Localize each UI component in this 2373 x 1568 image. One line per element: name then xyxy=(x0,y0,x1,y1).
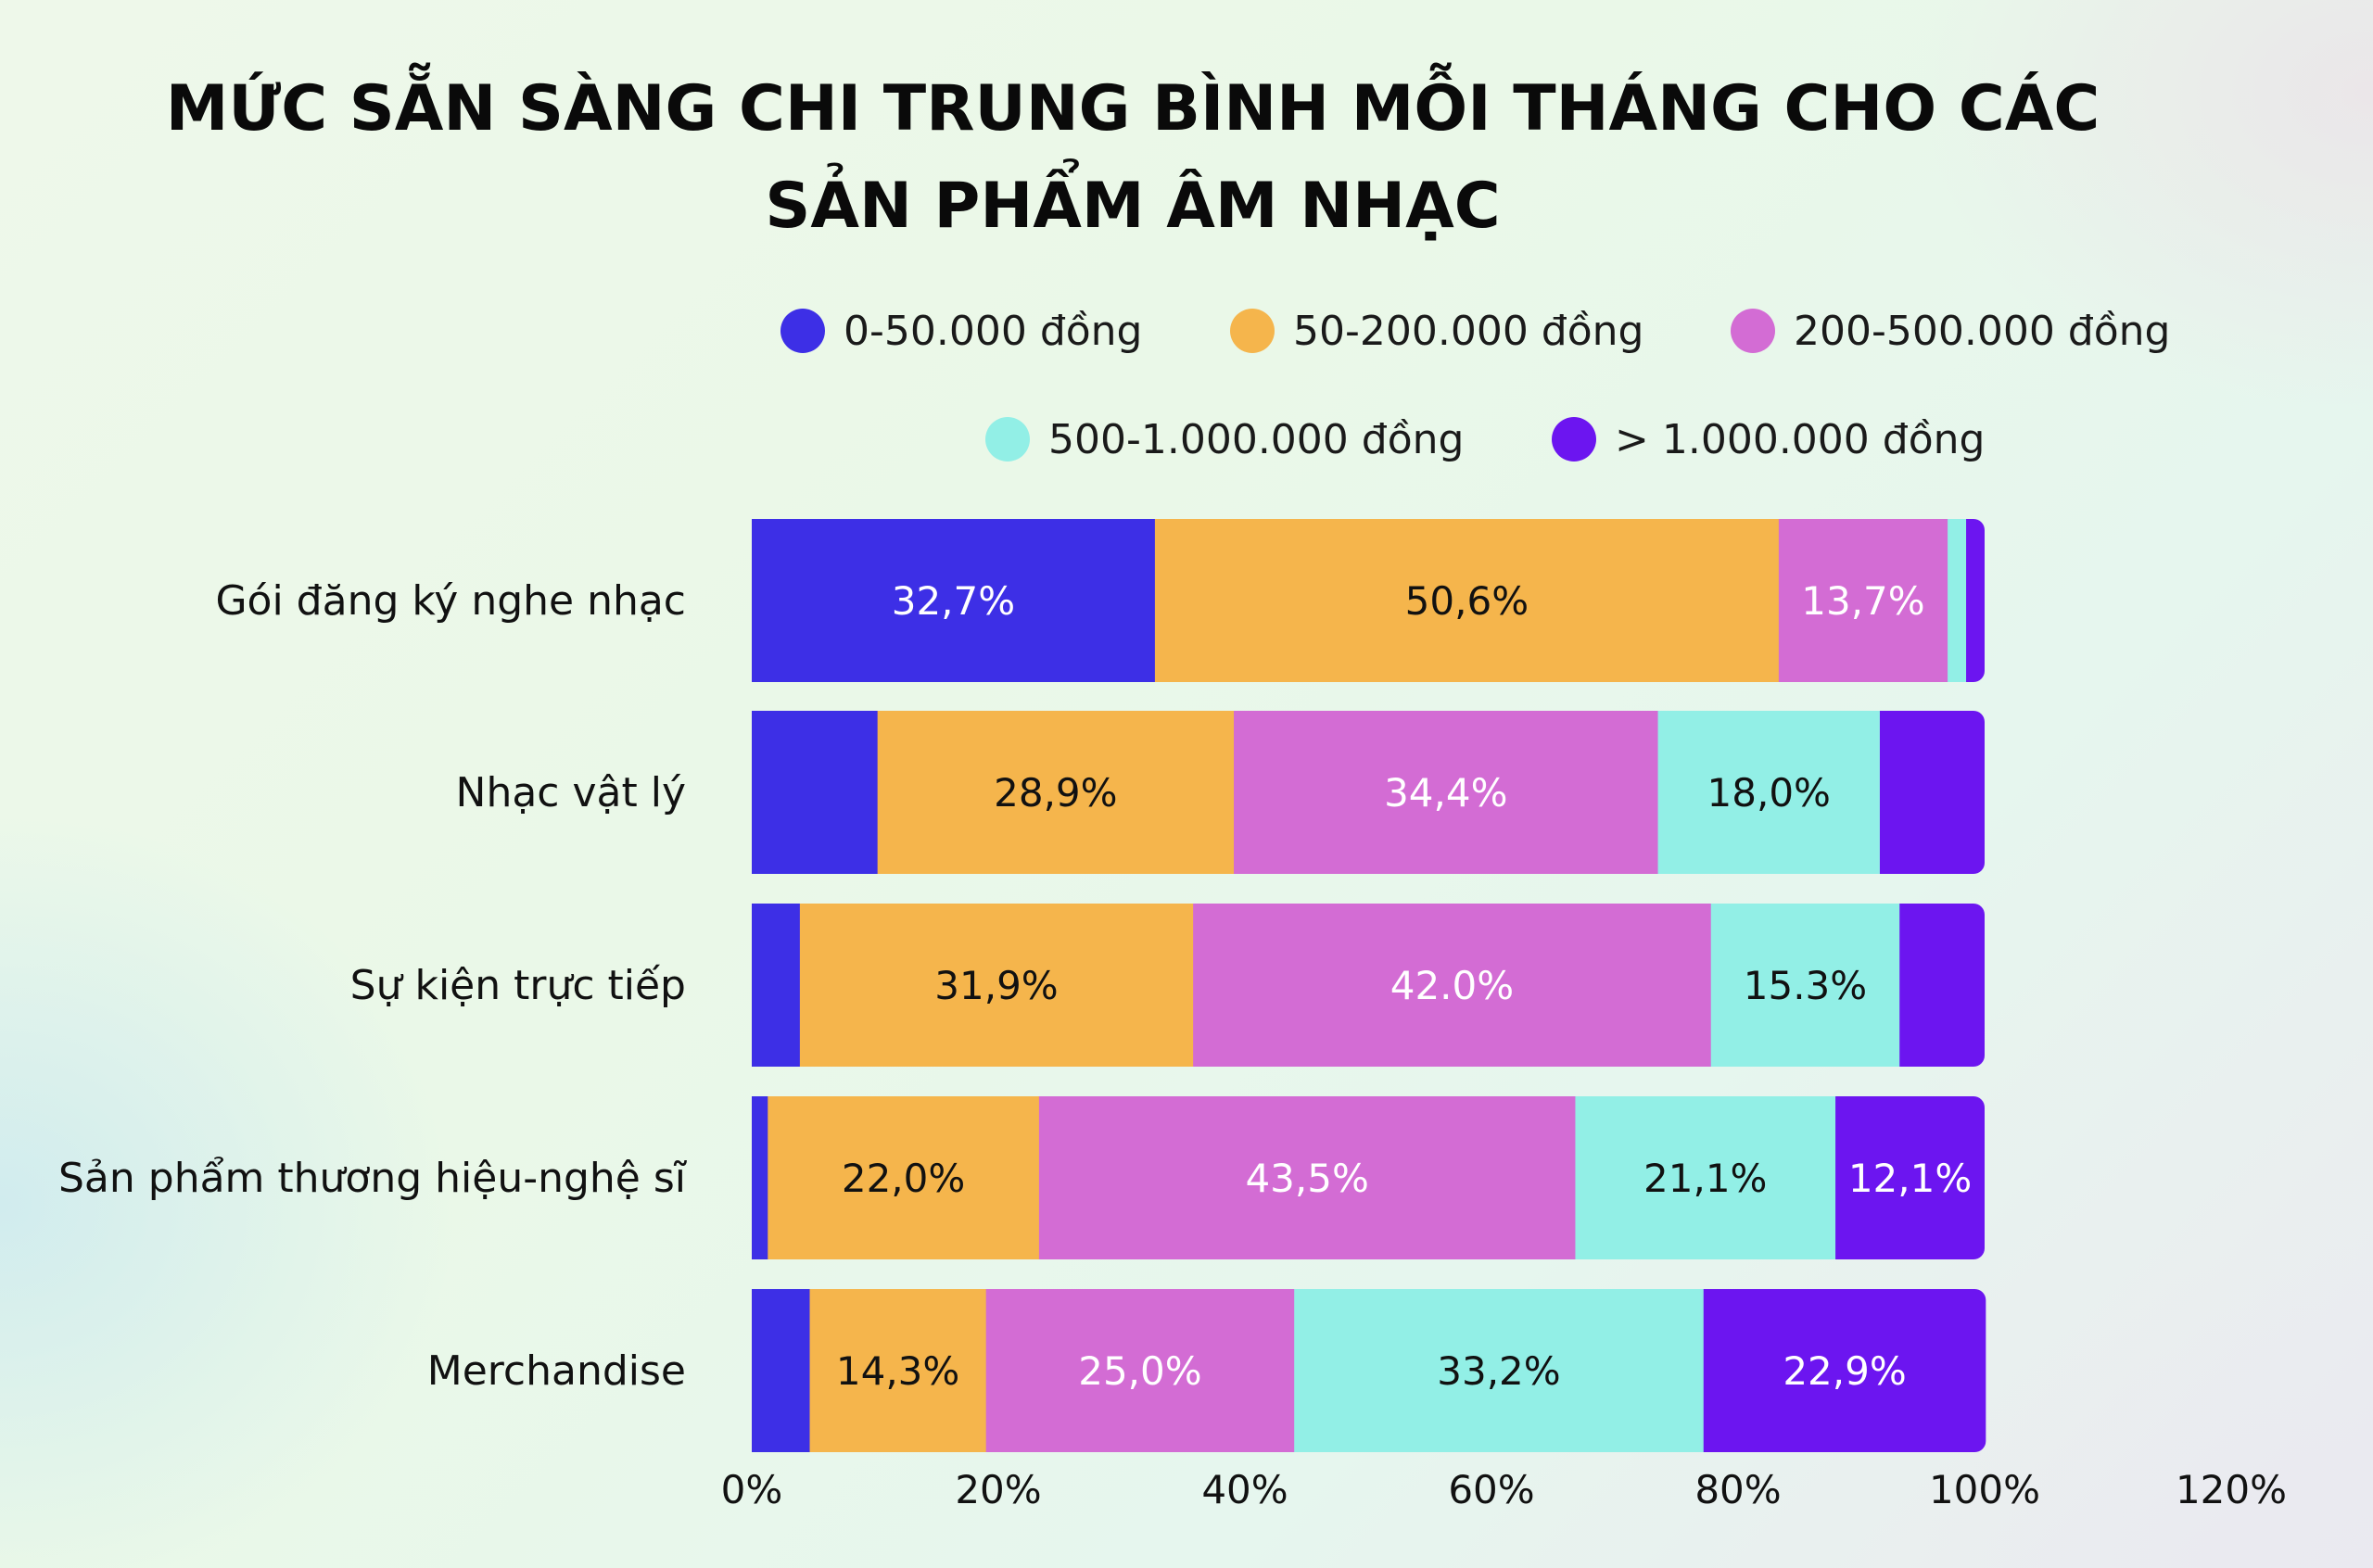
bar-segment xyxy=(1154,519,1780,682)
tick-label: 60% xyxy=(1448,1467,1534,1512)
bar-row-labels: 28,9% 34,4% 18,0% xyxy=(994,770,1831,816)
bar-segment xyxy=(752,904,801,1067)
bar-segment xyxy=(1038,1096,1576,1259)
bar-segment xyxy=(752,1096,768,1259)
data-label: 22,0% xyxy=(842,1156,965,1201)
category-label: Merchandise xyxy=(427,1347,686,1395)
bar-row xyxy=(752,519,1985,682)
data-label: 50,6% xyxy=(1405,578,1529,624)
bar-segment xyxy=(1835,1096,1985,1259)
bar-segment xyxy=(1575,1096,1836,1259)
data-label: 22,9% xyxy=(1783,1348,1906,1394)
data-label: 13,7% xyxy=(1801,578,1924,624)
bar-segment xyxy=(1879,711,1985,874)
chart-title-line-2: SẢN PHẨM ÂM NHẠC xyxy=(765,158,1500,243)
bar-segment xyxy=(985,1289,1295,1452)
tick-label: 80% xyxy=(1694,1467,1781,1512)
category-label: Gói đăng ký nghe nhạc xyxy=(215,577,686,625)
bar-segment xyxy=(1193,904,1712,1067)
legend-item: 0-50.000 đồng xyxy=(780,308,1142,355)
category-label: Sự kiện trực tiếp xyxy=(350,962,686,1009)
legend-swatch xyxy=(1552,417,1596,462)
data-label: 43,5% xyxy=(1245,1156,1368,1201)
tick-label: 100% xyxy=(1929,1467,2040,1512)
bars: 32,7% 50,6% 13,7% 28,9% 34,4% 18,0% 31,9% 42.0%… xyxy=(752,519,1986,1452)
bar-segment xyxy=(1778,519,1948,682)
bar-segment xyxy=(799,904,1194,1067)
category-labels: Gói đăng ký nghe nhạc Nhạc vật lý Sự kiện … xyxy=(58,577,688,1395)
tick-label: 20% xyxy=(955,1467,1041,1512)
chart-title: MỨC SẴN SÀNG CHI TRUNG BÌNH MỖI THÁNG CH… xyxy=(166,63,2100,243)
bar-segment xyxy=(1294,1289,1705,1452)
x-axis-ticks: 0% 20% 40% 60% 80% 100% 120% xyxy=(721,1467,2287,1512)
bar-row xyxy=(752,1096,1985,1259)
bar-segment xyxy=(768,1096,1040,1259)
bar-row-labels: 14,3% 25,0% 33,2% 22,9% xyxy=(836,1348,1907,1394)
legend-swatch xyxy=(1731,309,1775,353)
bar-segment xyxy=(752,1289,811,1452)
legend-item: 500-1.000.000 đồng xyxy=(985,416,1464,463)
bar-segment xyxy=(1899,904,1985,1067)
data-label: 28,9% xyxy=(994,770,1117,816)
tick-label: 120% xyxy=(2176,1467,2287,1512)
bar-row-labels: 22,0% 43,5% 21,1% 12,1% xyxy=(842,1156,1972,1201)
bar-segment xyxy=(752,519,1156,682)
category-label: Sản phẩm thương hiệu-nghệ sĩ xyxy=(58,1155,688,1202)
tick-label: 0% xyxy=(721,1467,783,1512)
bar-row-labels: 32,7% 50,6% 13,7% xyxy=(892,578,1925,624)
data-label: 21,1% xyxy=(1643,1156,1767,1201)
bar-segment xyxy=(1234,711,1659,874)
data-label: 33,2% xyxy=(1437,1348,1560,1394)
legend-label: 200-500.000 đồng xyxy=(1794,308,2170,355)
data-label: 32,7% xyxy=(892,578,1015,624)
bar-segment xyxy=(877,711,1235,874)
legend-label: > 1.000.000 đồng xyxy=(1615,416,1985,463)
data-label: 18,0% xyxy=(1707,770,1831,816)
bar-segment xyxy=(1966,519,1985,682)
tick-label: 40% xyxy=(1201,1467,1288,1512)
legend: 0-50.000 đồng 50-200.000 đồng 200-500.000 … xyxy=(780,308,2170,463)
data-label: 15.3% xyxy=(1744,963,1867,1008)
legend-item: 50-200.000 đồng xyxy=(1230,308,1643,355)
bar-row xyxy=(752,711,1985,874)
bar-row-labels: 31,9% 42.0% 15.3% xyxy=(934,963,1867,1008)
data-label: 31,9% xyxy=(934,963,1058,1008)
legend-swatch xyxy=(1230,309,1275,353)
data-label: 25,0% xyxy=(1078,1348,1201,1394)
data-label: 14,3% xyxy=(836,1348,959,1394)
legend-item: 200-500.000 đồng xyxy=(1731,308,2170,355)
legend-label: 50-200.000 đồng xyxy=(1293,308,1643,355)
data-label: 42.0% xyxy=(1390,963,1514,1008)
bar-row xyxy=(752,904,1985,1067)
legend-label: 500-1.000.000 đồng xyxy=(1048,416,1464,463)
category-label: Nhạc vật lý xyxy=(456,769,686,816)
bar-segment xyxy=(1948,519,1967,682)
bar-segment xyxy=(1710,904,1900,1067)
bar-segment xyxy=(752,711,879,874)
bar-segment xyxy=(1657,711,1881,874)
data-label: 12,1% xyxy=(1848,1156,1972,1201)
legend-label: 0-50.000 đồng xyxy=(844,308,1142,355)
bar-segment xyxy=(809,1289,987,1452)
bar-row xyxy=(752,1289,1986,1452)
chart-title-line-1: MỨC SẴN SÀNG CHI TRUNG BÌNH MỖI THÁNG CH… xyxy=(166,63,2100,145)
data-label: 34,4% xyxy=(1384,770,1507,816)
legend-swatch xyxy=(780,309,825,353)
legend-item: > 1.000.000 đồng xyxy=(1552,416,1985,463)
bar-segment xyxy=(1703,1289,1986,1452)
legend-swatch xyxy=(985,417,1030,462)
